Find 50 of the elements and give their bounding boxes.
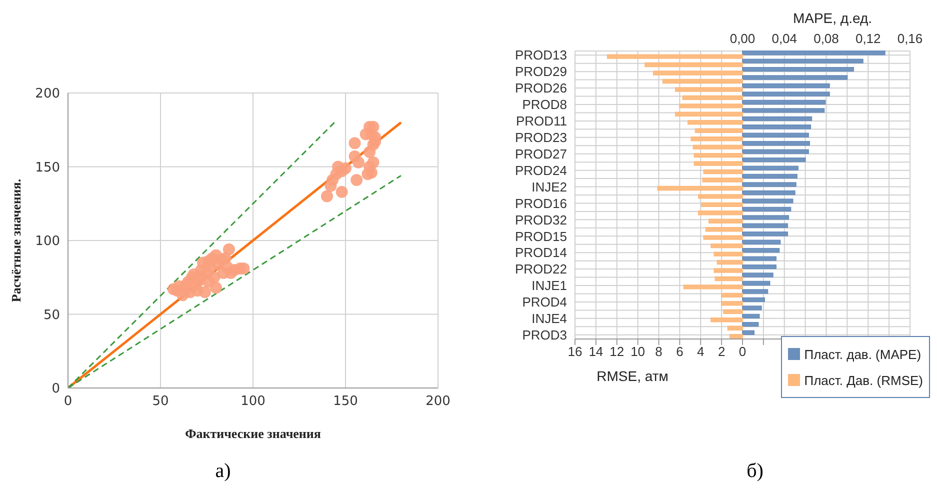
- x-axis-title: RMSE, атм: [596, 368, 668, 384]
- x-tick-label: 50: [152, 394, 169, 410]
- y-tick-label: PROD8: [522, 97, 567, 112]
- x2-tick-label: 0,16: [897, 31, 923, 46]
- x-tick-label: 200: [426, 394, 450, 410]
- y-tick-label: PROD29: [514, 64, 567, 80]
- legend-label: Пласт. Дав. (RMSE): [804, 372, 923, 388]
- x2-axis-title: MAPE, д.ед.: [792, 10, 872, 26]
- x-tick-label: 0: [64, 394, 72, 410]
- y-tick-label: PROD27: [514, 146, 567, 162]
- y-tick-label: 50: [43, 308, 60, 323]
- y-tick-label: PROD23: [514, 130, 567, 146]
- x-tick-label: 4: [697, 344, 704, 360]
- x2-tick-label: 0,04: [772, 31, 798, 46]
- x-tick-label: 6: [676, 344, 684, 360]
- y-tick-label: PROD11: [516, 114, 567, 129]
- x-tick-label: 150: [333, 394, 358, 410]
- y-tick-label: INJE2: [532, 179, 567, 194]
- y-tick-label: 150: [35, 160, 60, 176]
- x-tick-label: 2: [718, 344, 726, 360]
- y-tick-label: PROD32: [514, 212, 567, 228]
- y-tick-label: INJE4: [532, 311, 567, 326]
- x-tick-label: 14: [588, 344, 604, 360]
- x-axis-title: Фактические значения: [185, 426, 321, 441]
- x-tick-label: 10: [630, 344, 646, 360]
- text: б): [746, 460, 764, 483]
- y-tick-label: PROD4: [522, 294, 567, 310]
- y-tick-label: PROD3: [522, 328, 567, 342]
- y-tick-label: INJE1: [532, 278, 567, 294]
- y-axis-title: Расчётные значения.: [8, 178, 24, 302]
- x-tick-label: 100: [240, 394, 266, 410]
- x-tick-label: 16: [568, 344, 582, 360]
- y-tick-label: PROD16: [514, 196, 567, 211]
- legend-label: Пласт. дав. (MAPE): [804, 346, 922, 362]
- y-tick-label: PROD13: [514, 48, 567, 63]
- y-tick-label: PROD22: [514, 262, 567, 277]
- x-tick-label: 8: [655, 344, 662, 360]
- y-tick-label: PROD15: [514, 228, 567, 244]
- y-tick-label: PROD14: [514, 245, 567, 260]
- x-tick-label: 0: [738, 344, 746, 360]
- y-tick-label: 0: [52, 382, 60, 397]
- y-tick-label: PROD24: [514, 162, 567, 178]
- text: а): [214, 460, 232, 483]
- x2-tick-label: 0,08: [814, 31, 839, 46]
- x2-tick-label: 0,00: [730, 31, 756, 46]
- y-tick-label: 200: [35, 86, 60, 102]
- y-tick-label: 100: [35, 234, 60, 250]
- x2-tick-label: 0,12: [855, 31, 881, 46]
- x-tick-label: 12: [610, 344, 624, 360]
- y-tick-label: PROD26: [514, 80, 567, 96]
